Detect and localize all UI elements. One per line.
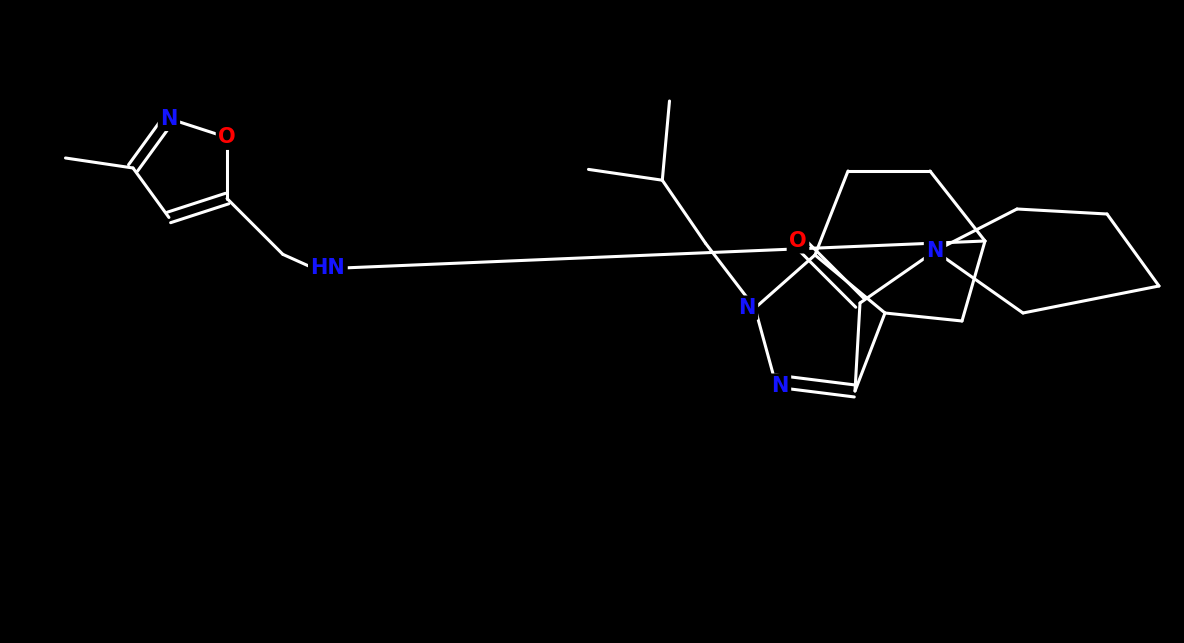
Text: N: N	[926, 241, 944, 261]
Text: N: N	[160, 109, 178, 129]
Text: HN: HN	[310, 258, 346, 278]
Text: N: N	[771, 376, 789, 396]
Text: N: N	[739, 298, 755, 318]
Text: O: O	[790, 231, 806, 251]
Text: O: O	[218, 127, 236, 147]
